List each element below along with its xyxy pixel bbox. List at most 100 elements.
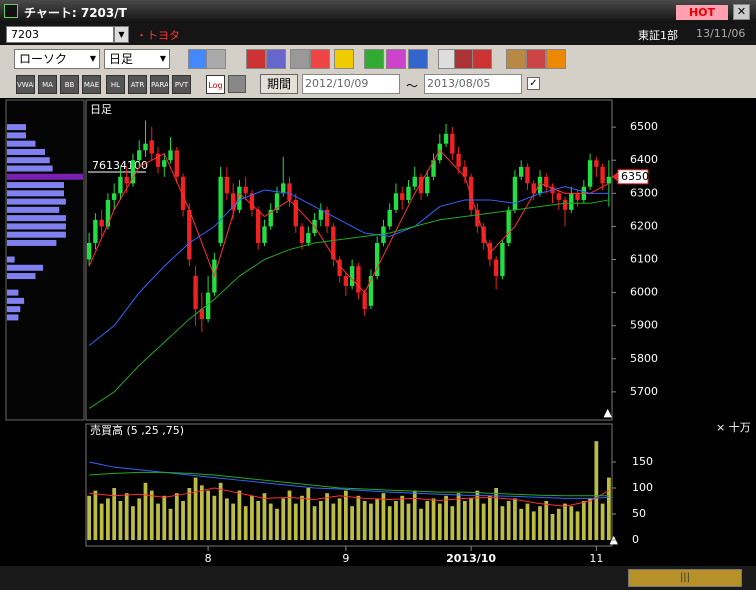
checkbox[interactable]: ✓ (527, 77, 540, 90)
candle-body (450, 133, 455, 154)
indicator-button[interactable]: MA (38, 75, 57, 94)
market: 東証1部 (638, 29, 678, 42)
volume-bar (275, 508, 279, 541)
candle-body (431, 160, 436, 177)
tool-icon[interactable] (246, 49, 266, 69)
volume-bar (581, 500, 586, 541)
indicator-button[interactable]: PARA (150, 75, 169, 94)
style-select[interactable]: ローソク ▼ (14, 49, 100, 69)
tool-icon[interactable] (546, 49, 566, 69)
tool-icon[interactable] (364, 49, 384, 69)
tool-icon[interactable] (310, 49, 330, 69)
candle-body (537, 176, 543, 194)
volume-bar (481, 503, 486, 541)
candle-body (506, 209, 511, 243)
tool-icon[interactable] (408, 49, 428, 69)
indicator-button[interactable]: PVT (172, 75, 191, 94)
indicator-button[interactable]: BB (60, 75, 79, 94)
volume-bar (218, 482, 223, 541)
candle-body (99, 219, 104, 227)
candle-body (387, 209, 392, 227)
range-label: 期間 (266, 77, 291, 91)
profile-bar (7, 198, 66, 205)
volume-bar (256, 500, 261, 541)
candle-body (268, 209, 273, 227)
profile-bar (7, 231, 66, 238)
close-button[interactable]: ✕ (733, 4, 750, 20)
indicator-button[interactable]: ATR (128, 75, 147, 94)
code-dropdown[interactable]: ▼ (114, 26, 129, 43)
candle-body (262, 226, 267, 243)
indicator-button[interactable]: Log (206, 75, 225, 94)
period-select[interactable]: 日足 ▼ (104, 49, 170, 69)
volume-bar (187, 487, 192, 541)
candle-body (118, 176, 123, 194)
price-tag (617, 169, 649, 185)
tool-icon[interactable] (206, 49, 226, 69)
volume-bar (325, 493, 329, 541)
range-button[interactable]: 期間 (260, 74, 298, 94)
ma-line (89, 487, 610, 507)
y-tick-label: 6500 (630, 120, 658, 133)
tool-icon[interactable] (334, 49, 354, 69)
volume-bar (594, 441, 599, 541)
hot-button[interactable]: HOT (676, 5, 728, 20)
profile-bar (7, 306, 21, 313)
tool-icon[interactable] (386, 49, 406, 69)
candle-body (374, 242, 380, 277)
candle-body (187, 209, 192, 260)
volume-bar (569, 506, 574, 541)
candle-body (237, 186, 242, 210)
candle-body (475, 209, 480, 227)
tool-icon[interactable] (188, 49, 208, 69)
y-tick-label: 5700 (630, 385, 658, 398)
tool-icon[interactable] (266, 49, 286, 69)
y-tick-label: 0 (632, 533, 639, 546)
volume-bar (250, 495, 254, 541)
ma-line (88, 199, 609, 409)
from-date[interactable]: 2012/10/09 (302, 74, 400, 94)
candle-body (180, 176, 186, 210)
tilde: 〜 (406, 79, 419, 93)
volume-bar (99, 503, 104, 541)
candle-body (487, 242, 493, 260)
code-input[interactable]: 7203 (6, 26, 114, 43)
volume-bar (281, 498, 286, 541)
y-tick-label: 150 (632, 455, 653, 468)
style-text: ローソク (19, 52, 68, 66)
to-text: 2013/08/05 (427, 77, 491, 90)
volume-bar (87, 495, 92, 541)
indicator-button[interactable]: HL (106, 75, 125, 94)
profile-bar (7, 273, 36, 280)
candle-body (594, 160, 599, 167)
candle-body (274, 193, 280, 210)
candle-body (306, 233, 311, 243)
volume-bar (231, 503, 236, 541)
candle-body (462, 166, 468, 177)
volume-bar (400, 495, 405, 541)
indicator-button[interactable]: VWAP (16, 75, 35, 94)
volume-bar (156, 503, 160, 541)
tool-icon[interactable] (454, 49, 474, 69)
to-date[interactable]: 2013/08/05 (424, 74, 522, 94)
indicator-button[interactable]: MAE (82, 75, 101, 94)
volume-bar (575, 511, 580, 541)
volume-bar (93, 490, 98, 541)
volume-unit: × 十万 (716, 420, 751, 434)
tool-icon[interactable] (506, 49, 526, 69)
settings-icon[interactable] (228, 75, 246, 93)
y-tick-label: 6300 (630, 186, 658, 199)
scroll-thumb[interactable]: ||| (628, 569, 742, 587)
tool-icon[interactable] (290, 49, 310, 69)
tool-icon[interactable] (526, 49, 546, 69)
profile-bar (7, 173, 83, 180)
tool-icon[interactable] (472, 49, 492, 69)
candle-body (93, 219, 98, 243)
profile-bar (7, 190, 64, 197)
window-title: チャート: 7203/T (24, 6, 127, 20)
volume-bar (406, 503, 411, 541)
volume-bar (212, 495, 217, 541)
candle-body (149, 140, 154, 154)
candle-body (400, 193, 405, 200)
date: 13/11/06 (696, 27, 746, 40)
